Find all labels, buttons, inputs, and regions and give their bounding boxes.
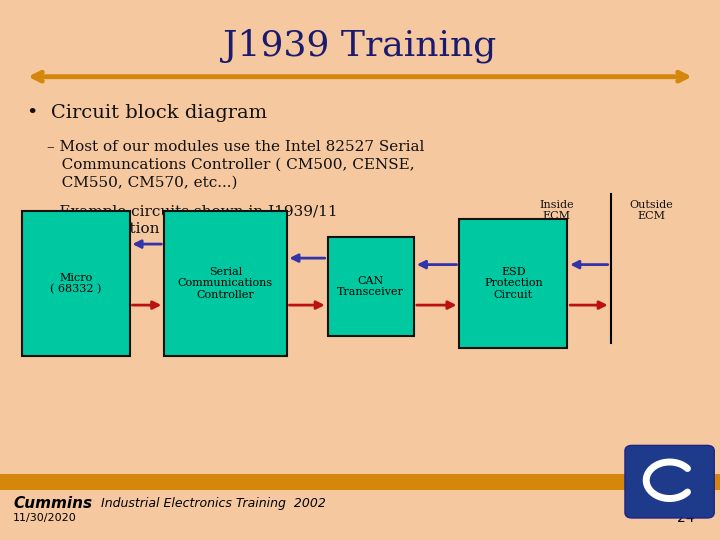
Text: – Most of our modules use the Intel 82527 Serial: – Most of our modules use the Intel 8252… xyxy=(47,140,424,154)
Text: – Example circuits shown in J1939/11: – Example circuits shown in J1939/11 xyxy=(47,205,338,219)
Text: Serial
Communications
Controller: Serial Communications Controller xyxy=(178,267,273,300)
Text: ESD
Protection
Circuit: ESD Protection Circuit xyxy=(484,267,543,300)
Text: specification: specification xyxy=(47,222,159,236)
Text: Micro
( 68332 ): Micro ( 68332 ) xyxy=(50,273,102,294)
Text: Inside
ECM: Inside ECM xyxy=(539,200,574,221)
Text: Cummins: Cummins xyxy=(13,496,92,511)
Bar xyxy=(328,237,414,336)
Text: Communcations Controller ( CM500, CENSE,: Communcations Controller ( CM500, CENSE, xyxy=(47,158,415,172)
Text: Outside
ECM: Outside ECM xyxy=(630,200,673,221)
Text: 24: 24 xyxy=(678,511,695,525)
Bar xyxy=(164,211,287,356)
Text: CAN
Transceiver: CAN Transceiver xyxy=(338,275,404,297)
Text: J1939 Training: J1939 Training xyxy=(223,29,497,63)
Text: Industrial Electronics Training  2002: Industrial Electronics Training 2002 xyxy=(97,497,326,510)
Text: CM550, CM570, etc...): CM550, CM570, etc...) xyxy=(47,176,238,190)
Text: 11/30/2020: 11/30/2020 xyxy=(13,514,77,523)
Bar xyxy=(22,211,130,356)
Text: •  Circuit block diagram: • Circuit block diagram xyxy=(27,104,268,123)
Bar xyxy=(0,474,720,490)
Bar xyxy=(459,219,567,348)
FancyBboxPatch shape xyxy=(625,446,714,518)
